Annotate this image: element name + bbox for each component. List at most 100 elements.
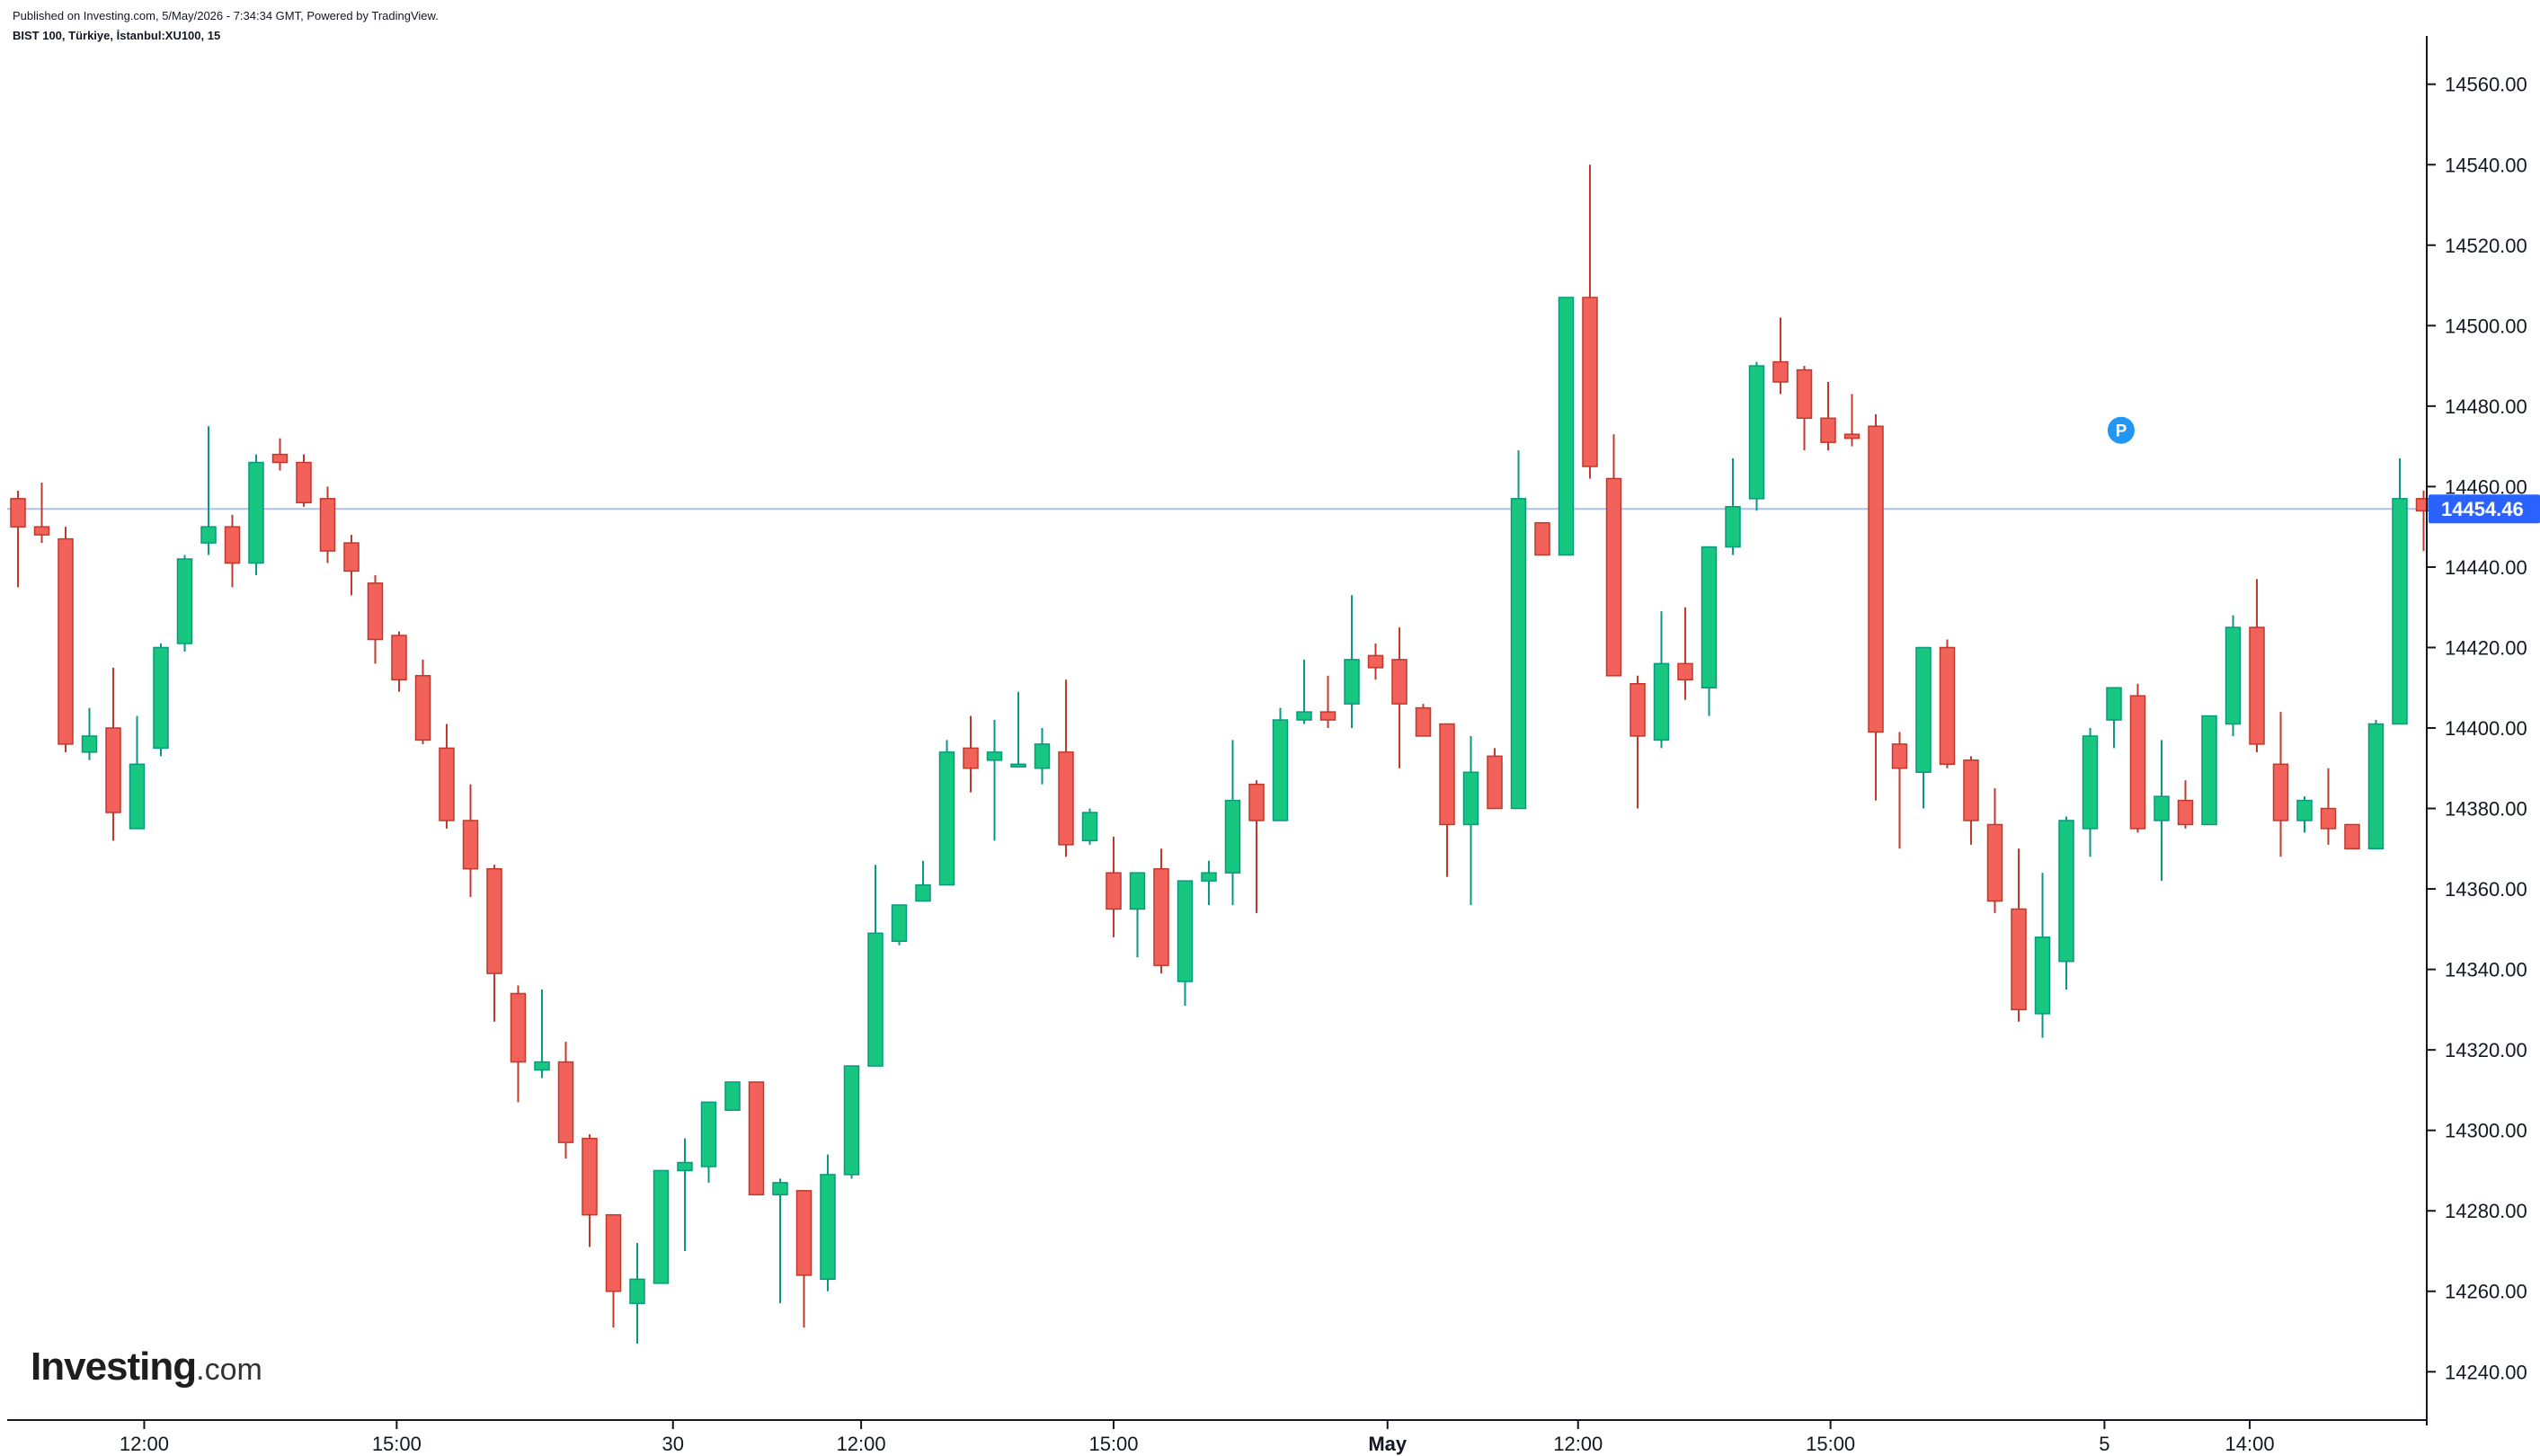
candle-body: [1796, 368, 1813, 420]
candle-body: [1081, 812, 1098, 842]
candle-body: [534, 1061, 550, 1071]
candle-down: [1891, 732, 1908, 849]
candle-up: [2225, 615, 2242, 736]
candle-up: [534, 989, 550, 1079]
candle-body: [1319, 711, 1337, 721]
candle-up: [843, 1065, 860, 1179]
candle-body: [843, 1065, 860, 1176]
candle-down: [582, 1134, 598, 1247]
candle-body: [2177, 799, 2194, 826]
candle-down: [795, 1190, 813, 1328]
candle-down: [1534, 521, 1550, 556]
marker-layer: P: [2107, 416, 2135, 444]
x-axis-labels: 12:00 15:00 30 12:00 15:00 May 12:00 15:00 5 14:0…: [120, 1433, 2275, 1455]
candle-body: [867, 932, 884, 1067]
candle-body: [582, 1137, 598, 1216]
candle-down: [605, 1213, 622, 1328]
candle-body: [1010, 763, 1026, 768]
candle-up: [1653, 611, 1670, 749]
candle-body: [1582, 297, 1598, 467]
candle-down: [1868, 413, 1884, 801]
y-tick-label: 14280.00: [2445, 1200, 2527, 1222]
candle-body: [1939, 646, 1956, 766]
candle-down: [1630, 675, 1646, 809]
candle-up: [153, 643, 169, 757]
candle-down: [414, 659, 431, 744]
candle-body: [271, 453, 289, 464]
candle-down: [1843, 394, 1861, 447]
candle-up: [248, 454, 264, 575]
logo-domain: .com: [196, 1353, 262, 1387]
candle-body: [1605, 477, 1622, 677]
candle-up: [653, 1169, 670, 1284]
candle-up: [867, 865, 884, 1067]
candle-body: [963, 747, 979, 769]
candle-down: [1963, 756, 1979, 845]
candle-body: [1344, 659, 1360, 705]
candle-body: [605, 1213, 622, 1292]
candle-up: [81, 707, 98, 760]
candle-up: [938, 740, 955, 886]
candle-down: [1439, 723, 1455, 877]
candle-body: [33, 526, 50, 536]
candle-up: [677, 1138, 693, 1251]
marker-circle: [2107, 416, 2135, 444]
candle-body: [439, 747, 455, 821]
candle-up: [986, 720, 1003, 841]
candle-body: [1915, 646, 1932, 773]
y-tick-label: 14300.00: [2445, 1120, 2527, 1142]
candle-down: [1772, 317, 1789, 395]
candle-body: [2201, 715, 2217, 826]
candle-body: [1272, 719, 1289, 821]
candle-body: [1177, 880, 1194, 982]
candle-body: [1153, 867, 1169, 966]
candle-body: [2272, 763, 2289, 821]
candle-body: [1224, 799, 1241, 874]
candle-body: [1106, 872, 1122, 910]
candle-body: [986, 751, 1003, 761]
y-tick-label: 14320.00: [2445, 1039, 2527, 1061]
candle-body: [1439, 723, 1455, 826]
candle-body: [319, 498, 336, 552]
candle-up: [200, 426, 217, 555]
x-tick-label: 12:00: [120, 1433, 169, 1455]
candle-body: [772, 1182, 788, 1196]
x-tick-label: 15:00: [372, 1433, 422, 1455]
candle-body: [1248, 783, 1265, 821]
candle-down: [2272, 712, 2289, 857]
candle-up: [1010, 691, 1026, 768]
candle-down: [1058, 679, 1074, 857]
marker-label: P: [2116, 422, 2127, 441]
candle-up: [1462, 735, 1479, 905]
candle-up: [915, 860, 931, 902]
candle-body: [1415, 706, 1432, 737]
candle-up: [724, 1081, 741, 1112]
candle-body: [1725, 506, 1741, 548]
candle-down: [1582, 164, 1598, 479]
candle-down: [10, 490, 26, 588]
candle-body: [129, 763, 146, 830]
candle-down: [557, 1042, 574, 1159]
candle-up: [1915, 646, 1932, 809]
candle-body: [2058, 820, 2074, 963]
candle-up: [1272, 707, 1289, 821]
candle-up: [2058, 816, 2074, 990]
candle-body: [795, 1190, 813, 1276]
candle-up: [176, 555, 193, 652]
candle-up: [2034, 873, 2051, 1038]
candle-body: [391, 635, 407, 681]
candle-body: [367, 582, 384, 641]
candle-down: [1153, 848, 1169, 974]
candle-body: [2129, 695, 2146, 830]
candle-down: [2177, 780, 2194, 829]
candle-body: [486, 867, 502, 974]
y-tick-label: 14260.00: [2445, 1281, 2527, 1303]
candle-body: [653, 1169, 670, 1284]
candle-body: [629, 1278, 645, 1304]
candle-body: [1630, 683, 1646, 737]
last-price-layer: 14454.46: [2429, 494, 2540, 524]
candle-down: [296, 454, 312, 507]
candle-body: [1772, 360, 1789, 383]
candle-down: [2129, 683, 2146, 833]
